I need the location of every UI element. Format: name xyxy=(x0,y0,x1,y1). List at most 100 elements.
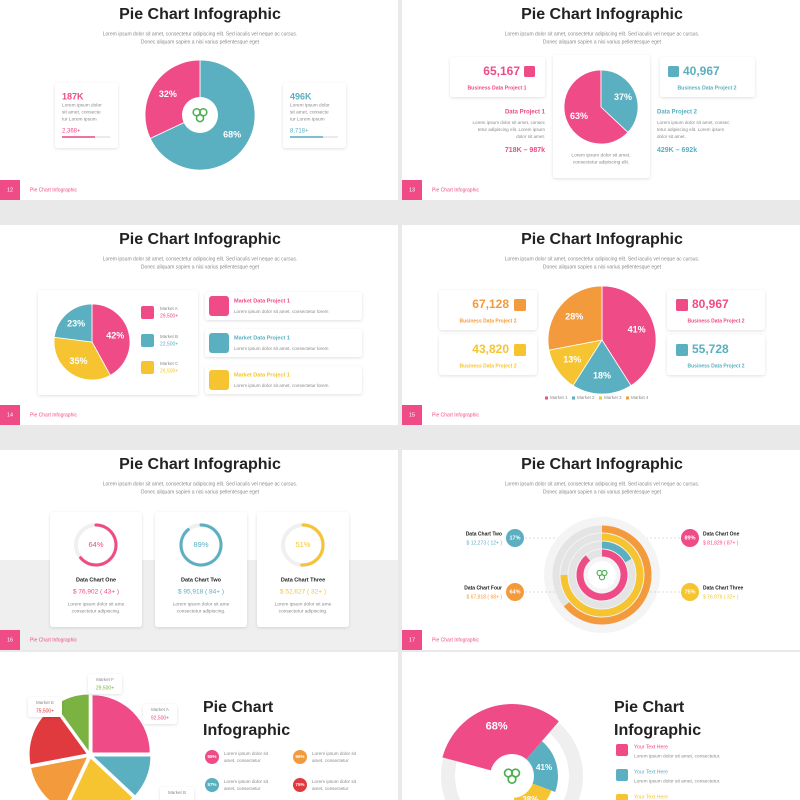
legend-icon xyxy=(141,334,154,347)
legend-swatch xyxy=(599,396,602,400)
slice-label: 32% xyxy=(159,89,177,99)
card-text: Lorem ipsum dolor sit ame xyxy=(275,601,332,607)
page-tag xyxy=(0,630,20,650)
card-label: Business Data Project 2 xyxy=(688,318,745,324)
ring-arc xyxy=(576,549,628,601)
item-title: Your Text Here xyxy=(634,794,668,800)
slice-label: 37% xyxy=(614,92,632,102)
slide-title: Pie Chart Infographic xyxy=(521,456,683,473)
legend-label: Market 4 xyxy=(631,395,649,400)
card-label: Business Data Project 2 xyxy=(460,318,517,324)
item-title: Your Text Here xyxy=(634,769,668,775)
slide: Market A 92,500+ Market B Market E 75,500+ Ma… xyxy=(0,652,398,800)
ring-arc xyxy=(300,523,325,567)
slide-title: Pie Chart Infographic xyxy=(521,6,683,23)
legend-swatch xyxy=(545,396,548,400)
slide-title: Pie Chart Infographic xyxy=(521,231,683,248)
card-label: Business Data Project 2 xyxy=(460,363,517,369)
card xyxy=(143,704,177,724)
card xyxy=(283,83,346,148)
card-value: 43,820 xyxy=(472,342,509,356)
card xyxy=(50,512,142,627)
legend-swatch xyxy=(626,396,629,400)
icon xyxy=(195,113,205,123)
slide-subtitle: Donec aliquam sapien a nisi varius pelle… xyxy=(543,39,662,45)
page-tag xyxy=(402,180,422,200)
ring-arc xyxy=(563,525,652,625)
callout-value: 92,500+ xyxy=(151,715,169,721)
card-text: consectetur adipiscing. xyxy=(72,608,121,614)
card-value: 55,728 xyxy=(692,342,729,356)
ring-name: Data Chart One xyxy=(703,531,740,537)
legend-label: Market 3 xyxy=(604,395,622,400)
item-text: Lorem ipsum dolor sit xyxy=(312,751,357,756)
footer-text: Pie Chart Infographic xyxy=(30,637,77,643)
pie-slice xyxy=(70,757,134,800)
slide: Pie Chart Infographic Lorem ipsum dolor s… xyxy=(0,450,398,650)
card xyxy=(28,697,62,717)
item-text: Lorem ipsum dolor sit xyxy=(224,779,269,784)
page-number: 13 xyxy=(409,187,415,193)
slide-title: Infographic xyxy=(203,722,290,739)
card-sub: 8,718+ xyxy=(290,129,309,135)
card-text: consectetur adipiscing. xyxy=(279,608,328,614)
card-icon xyxy=(209,333,229,353)
card-value: 40,967 xyxy=(683,64,720,78)
badge-label: 75% xyxy=(684,589,695,595)
slide-subtitle: Lorem ipsum dolor sit amet, consectetur … xyxy=(505,256,700,262)
slide-title: Pie Chart Infographic xyxy=(119,456,281,473)
footer-text: Pie Chart Infographic xyxy=(432,412,479,418)
card-title: Market Data Project 1 xyxy=(234,372,290,378)
slide: Pie Chart Infographic Lorem ipsum dolor s… xyxy=(0,225,398,425)
ring-name: Data Chart Four xyxy=(464,585,502,591)
card-icon xyxy=(209,296,229,316)
page-number: 14 xyxy=(7,412,13,418)
footer-text: Pie Chart Infographic xyxy=(30,187,77,193)
card-title: Data Chart One xyxy=(76,577,116,583)
ring-label: 51% xyxy=(295,540,310,549)
pie-slice xyxy=(30,756,89,800)
card-text: Lorem ipsum dolor xyxy=(62,102,102,108)
item-label: 57% xyxy=(207,782,216,787)
card xyxy=(450,57,545,97)
legend-value: 22,500+ xyxy=(160,341,178,347)
card-text: Lorem ipsum dolor sit amet, consectetur … xyxy=(234,309,329,314)
slide: 68% 41% 38% Pie Chart Infographic Your Text H… xyxy=(402,652,800,800)
card xyxy=(667,335,765,375)
icon xyxy=(507,774,517,785)
item-text: Lorem ipsum dolor sit amet, consectetur. xyxy=(634,753,720,759)
badge-label: 64% xyxy=(509,589,520,595)
pie-slice xyxy=(91,303,131,376)
page-number: 16 xyxy=(7,637,13,643)
slide-subtitle: Lorem ipsum dolor sit amet, consectetur … xyxy=(505,481,700,487)
segment-label: 41% xyxy=(536,763,552,772)
slice-label: 13% xyxy=(563,355,581,365)
item-badge xyxy=(293,778,307,792)
ring-amount: $ 67,918 ( 68+ ) xyxy=(467,594,503,600)
card-text: Lorem ipsum dolor sit amet, consectetur … xyxy=(234,383,329,388)
callout-value: 29,500+ xyxy=(96,685,114,691)
card-text: consectetur adipiscing. xyxy=(177,608,226,614)
value-badge xyxy=(506,583,524,601)
card xyxy=(205,366,362,394)
slide-subtitle: Donec aliquam sapien a nisi varius pelle… xyxy=(543,264,662,270)
badge-label: 89% xyxy=(684,535,695,541)
slide-subtitle: Donec aliquam sapien a nisi varius pelle… xyxy=(141,39,260,45)
card-value: 496K xyxy=(290,91,312,101)
legend-swatch xyxy=(572,396,575,400)
page-tag xyxy=(402,630,422,650)
callout-name: Market B xyxy=(168,790,186,795)
slide-subtitle: Lorem ipsum dolor sit amet, consectetur … xyxy=(103,481,298,487)
callout-name: Market E xyxy=(36,700,54,705)
card xyxy=(205,292,362,320)
ring-arc xyxy=(79,523,118,567)
pie-slice xyxy=(53,336,111,381)
project-text: Lorem ipsum dolor sit amet, consec xyxy=(472,120,545,125)
value-badge xyxy=(506,529,524,547)
card-text: sit amet, consecte xyxy=(290,109,329,115)
page-number: 12 xyxy=(7,187,13,193)
item-badge xyxy=(205,778,219,792)
segment xyxy=(442,704,559,776)
slide-title: Pie Chart xyxy=(203,699,274,716)
